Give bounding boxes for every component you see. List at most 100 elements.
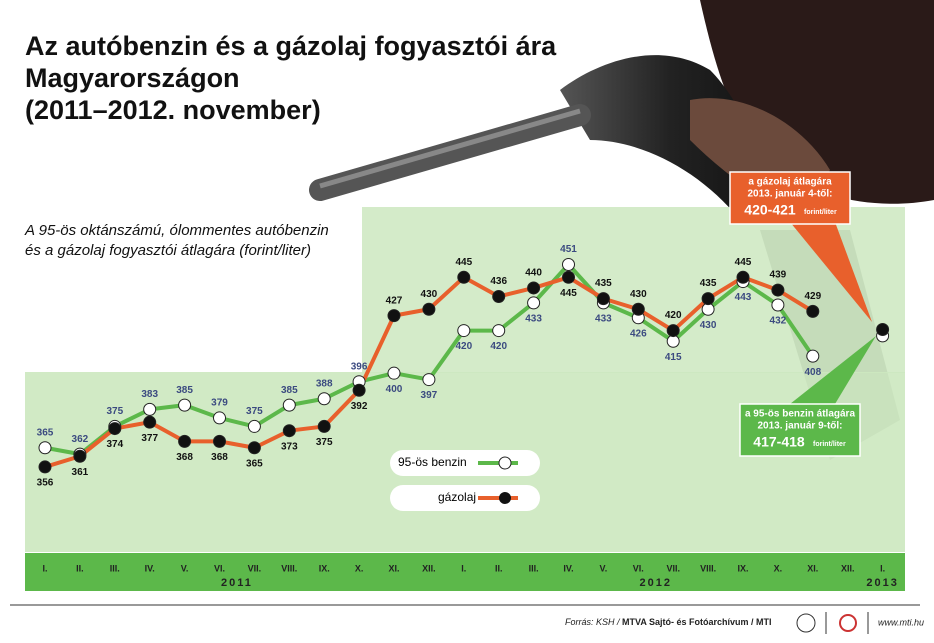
- x-tick-label: I.: [461, 563, 466, 573]
- data-point: [527, 281, 541, 295]
- annotation-text: a gázolaj átlagára: [748, 177, 832, 188]
- data-point: [806, 304, 820, 318]
- data-point: [422, 373, 436, 387]
- data-label: 420: [665, 310, 682, 321]
- data-point: [213, 434, 226, 448]
- data-label: 400: [386, 384, 403, 395]
- data-label: 373: [281, 441, 298, 452]
- legend-box: [390, 485, 540, 511]
- data-label: 433: [595, 314, 612, 325]
- data-label: 375: [246, 406, 263, 417]
- source-text: MTVA Sajtó- és Fotóarchívum / MTI: [622, 617, 772, 627]
- data-point: [562, 270, 575, 284]
- legend-marker: [498, 456, 512, 470]
- legend-label: 95-ös benzin: [398, 455, 467, 469]
- data-label: 356: [37, 478, 54, 489]
- data-label: 445: [455, 257, 472, 268]
- annotation-diesel: a gázolaj átlagára 2013. január 4-től: 4…: [729, 171, 872, 322]
- data-point: [38, 441, 52, 455]
- data-label: 432: [770, 316, 787, 327]
- data-point: [806, 349, 820, 363]
- x-tick-label: VIII.: [281, 563, 297, 573]
- data-label: 435: [700, 278, 717, 289]
- data-label: 368: [211, 452, 228, 463]
- data-label: 439: [770, 270, 787, 281]
- legend-marker: [499, 492, 511, 504]
- title: (2011–2012. november): [25, 95, 321, 125]
- year-label: 2011: [221, 577, 253, 589]
- data-label: 430: [700, 320, 717, 331]
- logo: [839, 614, 857, 632]
- data-point: [701, 292, 715, 306]
- data-label: 365: [246, 458, 263, 469]
- data-label: 420: [455, 341, 472, 352]
- annotation-value: 417-418: [753, 434, 805, 450]
- data-label: 436: [490, 276, 507, 287]
- x-tick-label: V.: [600, 563, 608, 573]
- data-point: [387, 309, 401, 323]
- data-point: [143, 415, 157, 429]
- annotation-text: 2013. január 9-től:: [757, 421, 842, 432]
- data-point: [422, 302, 436, 316]
- data-label: 440: [525, 268, 542, 279]
- x-tick-label: XI.: [807, 563, 818, 573]
- x-tick-label: VIII.: [700, 563, 716, 573]
- legend: 95-ös benzin gázolaj: [390, 450, 540, 511]
- x-tick-label: XI.: [388, 563, 399, 573]
- data-point: [876, 323, 890, 336]
- data-point: [457, 324, 471, 338]
- annotation-box: [729, 171, 851, 225]
- x-tick-label: IV.: [145, 563, 155, 573]
- source: Forrás: KSH / MTVA Sajtó- és Fotóarchívu…: [565, 617, 772, 627]
- x-tick-label: VII.: [666, 563, 680, 573]
- data-point: [178, 434, 192, 448]
- data-label: 451: [560, 244, 577, 255]
- data-point: [352, 383, 366, 397]
- data-point: [492, 324, 506, 338]
- data-point: [247, 419, 261, 433]
- data-label: 374: [106, 439, 123, 450]
- data-label: 435: [595, 278, 612, 289]
- x-tick-label: III.: [110, 563, 120, 573]
- data-point: [387, 366, 401, 380]
- annotation-petrol: a 95-ös benzin átlagára 2013. január 9-t…: [739, 336, 876, 457]
- data-point: [666, 324, 680, 338]
- data-point: [108, 422, 122, 436]
- data-label: 420: [490, 341, 507, 352]
- data-label: 397: [421, 390, 438, 401]
- data-point: [38, 460, 52, 474]
- data-point: [213, 411, 226, 425]
- data-label: 430: [421, 289, 438, 300]
- data-label: 415: [665, 352, 682, 363]
- data-label: 368: [176, 452, 193, 463]
- data-label: 426: [630, 328, 647, 339]
- data-point: [282, 398, 296, 412]
- data-label: 375: [106, 406, 123, 417]
- data-point: [771, 298, 785, 312]
- year-label: 2013: [866, 577, 898, 589]
- annotation-text: 2013. január 4-től:: [747, 189, 832, 200]
- data-point: [631, 302, 645, 316]
- annotation-arrow: [790, 336, 876, 404]
- title: Magyarországon: [25, 63, 240, 93]
- data-label: 385: [281, 385, 298, 396]
- x-tick-label: I.: [42, 563, 47, 573]
- annotation-unit: forint/liter: [813, 441, 846, 448]
- data-label: 375: [316, 437, 333, 448]
- data-label: 445: [560, 288, 577, 299]
- annotation-value: 420-421: [744, 202, 796, 218]
- annotation-box: [739, 403, 861, 457]
- data-label: 430: [630, 289, 647, 300]
- legend-box: [390, 450, 540, 476]
- subtitle: és a gázolaj fogyasztói átlagára (forint…: [25, 242, 311, 259]
- data-point: [562, 258, 575, 272]
- data-point: [492, 289, 506, 303]
- data-label: 379: [211, 398, 228, 409]
- annotation-unit: forint/liter: [804, 209, 837, 216]
- annotation-text: a 95-ös benzin átlagára: [745, 409, 855, 420]
- data-label: 388: [316, 378, 333, 389]
- data-label: 427: [386, 295, 403, 306]
- x-tick-label: V.: [181, 563, 189, 573]
- data-label: 383: [141, 389, 158, 400]
